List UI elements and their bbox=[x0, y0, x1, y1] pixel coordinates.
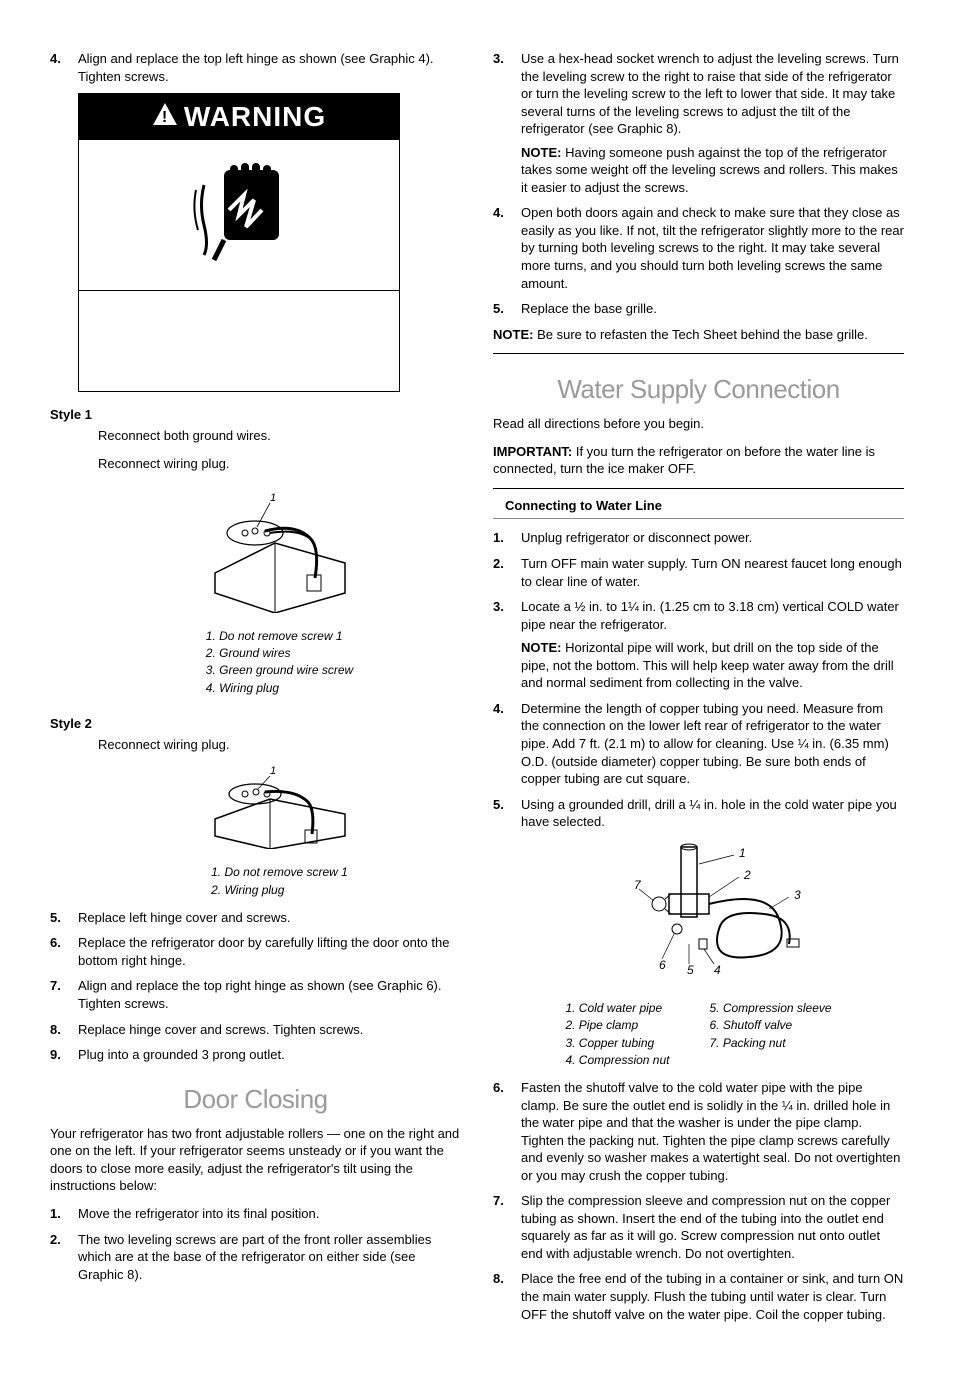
list-item: Move the refrigerator into its final pos… bbox=[50, 1205, 461, 1223]
right-column: Use a hex-head socket wrench to adjust t… bbox=[493, 50, 904, 1331]
style-2-diagram: 1 bbox=[98, 764, 461, 854]
note-text: NOTE: Be sure to refasten the Tech Sheet… bbox=[493, 326, 904, 344]
list-item: The two leveling screws are part of the … bbox=[50, 1231, 461, 1284]
style-1-text: Reconnect wiring plug. bbox=[98, 455, 461, 473]
style-1-text: Reconnect both ground wires. bbox=[98, 427, 461, 445]
svg-text:4: 4 bbox=[714, 963, 721, 977]
svg-text:7: 7 bbox=[634, 878, 642, 892]
warning-header: ! WARNING bbox=[79, 94, 399, 140]
svg-text:2: 2 bbox=[743, 868, 751, 882]
list-item: Use a hex-head socket wrench to adjust t… bbox=[493, 50, 904, 196]
list-item: Replace the base grille. bbox=[493, 300, 904, 318]
divider bbox=[493, 518, 904, 519]
svg-text:1: 1 bbox=[739, 846, 746, 860]
warning-graphic bbox=[79, 140, 399, 291]
list-item: Fasten the shutoff valve to the cold wat… bbox=[493, 1079, 904, 1184]
style-2-text: Reconnect wiring plug. bbox=[98, 736, 461, 754]
door-closing-intro: Your refrigerator has two front adjustab… bbox=[50, 1125, 461, 1195]
water-important: IMPORTANT: If you turn the refrigerator … bbox=[493, 443, 904, 478]
list-item: Turn OFF main water supply. Turn ON near… bbox=[493, 555, 904, 590]
water-line-diagram: 1 2 3 4 5 6 7 bbox=[493, 839, 904, 994]
style-1-heading: Style 1 bbox=[50, 406, 461, 424]
list-item: Using a grounded drill, drill a ¼ in. ho… bbox=[493, 796, 904, 831]
list-item: Replace left hinge cover and screws. bbox=[50, 909, 461, 927]
svg-text:1: 1 bbox=[270, 765, 276, 777]
style-1-caption: 1. Do not remove screw 1 2. Ground wires… bbox=[206, 627, 353, 697]
style-1-diagram: 1 bbox=[98, 483, 461, 618]
list-item: Slip the compression sleeve and compress… bbox=[493, 1192, 904, 1262]
list-item: Place the free end of the tubing in a co… bbox=[493, 1270, 904, 1323]
divider bbox=[493, 353, 904, 354]
list-item: Plug into a grounded 3 prong outlet. bbox=[50, 1046, 461, 1064]
water-caption: 1. Cold water pipe 2. Pipe clamp 3. Copp… bbox=[493, 999, 904, 1069]
svg-text:1: 1 bbox=[270, 492, 276, 504]
list-item: Replace hinge cover and screws. Tighten … bbox=[50, 1021, 461, 1039]
list-item: Open both doors again and check to make … bbox=[493, 204, 904, 292]
warning-label: WARNING bbox=[184, 98, 326, 136]
svg-text:!: ! bbox=[162, 109, 168, 126]
style-2-caption: 1. Do not remove screw 1 2. Wiring plug bbox=[211, 863, 348, 898]
alert-triangle-icon: ! bbox=[152, 98, 178, 136]
door-closing-title: Door Closing bbox=[50, 1082, 461, 1117]
list-item: Locate a ½ in. to 1¼ in. (1.25 cm to 3.1… bbox=[493, 598, 904, 692]
connecting-heading: Connecting to Water Line bbox=[505, 497, 904, 515]
svg-text:6: 6 bbox=[659, 958, 666, 972]
list-item: Replace the refrigerator door by careful… bbox=[50, 934, 461, 969]
water-supply-title: Water Supply Connection bbox=[493, 372, 904, 407]
divider bbox=[493, 488, 904, 489]
svg-text:5: 5 bbox=[687, 963, 694, 977]
svg-text:3: 3 bbox=[794, 888, 801, 902]
list-item: Determine the length of copper tubing yo… bbox=[493, 700, 904, 788]
water-intro: Read all directions before you begin. bbox=[493, 415, 904, 433]
list-item: Align and replace the top right hinge as… bbox=[50, 977, 461, 1012]
list-item: Unplug refrigerator or disconnect power. bbox=[493, 529, 904, 547]
left-column: Align and replace the top left hinge as … bbox=[50, 50, 461, 1331]
list-item: Align and replace the top left hinge as … bbox=[50, 50, 461, 85]
warning-box: ! WARNING bbox=[78, 93, 400, 392]
style-2-heading: Style 2 bbox=[50, 715, 461, 733]
